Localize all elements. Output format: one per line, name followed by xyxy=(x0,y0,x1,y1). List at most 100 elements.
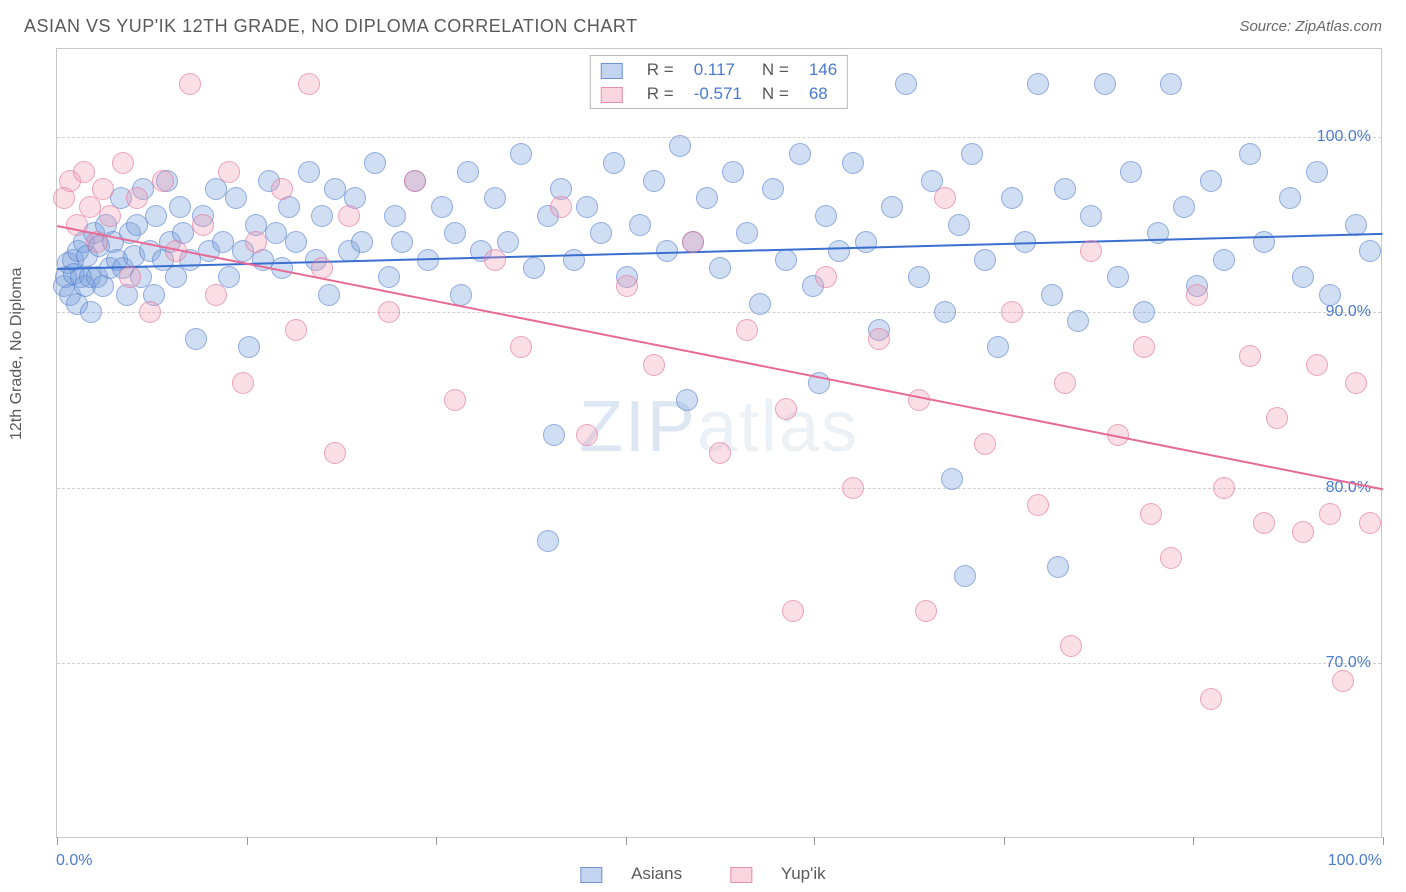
point-yupik xyxy=(245,231,267,253)
point-yupik xyxy=(1239,345,1261,367)
point-yupik xyxy=(1213,477,1235,499)
point-yupik xyxy=(298,73,320,95)
point-yupik xyxy=(1200,688,1222,710)
legend-series: Asians Yup'ik xyxy=(556,864,849,884)
point-asians xyxy=(934,301,956,323)
point-yupik xyxy=(378,301,400,323)
point-yupik xyxy=(1160,547,1182,569)
point-asians xyxy=(324,178,346,200)
point-yupik xyxy=(736,319,758,341)
legend-swatch xyxy=(601,87,623,103)
point-yupik xyxy=(1186,284,1208,306)
point-asians xyxy=(1173,196,1195,218)
point-asians xyxy=(431,196,453,218)
point-asians xyxy=(1200,170,1222,192)
point-yupik xyxy=(404,170,426,192)
point-asians xyxy=(484,187,506,209)
point-asians xyxy=(1213,249,1235,271)
point-yupik xyxy=(1292,521,1314,543)
point-yupik xyxy=(974,433,996,455)
point-yupik xyxy=(338,205,360,227)
legend-n-label: N = xyxy=(752,82,799,106)
legend-item: Asians xyxy=(568,864,694,883)
point-asians xyxy=(948,214,970,236)
point-asians xyxy=(238,336,260,358)
point-yupik xyxy=(112,152,134,174)
point-asians xyxy=(391,231,413,253)
point-asians xyxy=(1292,266,1314,288)
point-asians xyxy=(775,249,797,271)
point-asians xyxy=(1160,73,1182,95)
x-tick xyxy=(626,837,627,845)
point-asians xyxy=(1133,301,1155,323)
point-asians xyxy=(1054,178,1076,200)
point-asians xyxy=(696,187,718,209)
point-asians xyxy=(709,257,731,279)
point-asians xyxy=(961,143,983,165)
legend-swatch xyxy=(580,867,602,883)
x-tick xyxy=(1193,837,1194,845)
point-yupik xyxy=(1133,336,1155,358)
legend-r-value: 0.117 xyxy=(684,58,752,82)
point-asians xyxy=(378,266,400,288)
y-tick-label: 90.0% xyxy=(1326,303,1371,321)
legend-n-label: N = xyxy=(752,58,799,82)
point-asians xyxy=(1067,310,1089,332)
legend-stat-row: R =-0.571N =68 xyxy=(591,82,847,106)
source-label: Source: ZipAtlas.com xyxy=(1239,18,1382,35)
point-asians xyxy=(941,468,963,490)
gridline-h xyxy=(57,488,1381,489)
legend-label: Yup'ik xyxy=(781,864,826,883)
point-yupik xyxy=(192,214,214,236)
gridline-h xyxy=(57,312,1381,313)
point-asians xyxy=(1359,240,1381,262)
point-yupik xyxy=(1054,372,1076,394)
point-asians xyxy=(80,301,102,323)
legend-n-value: 146 xyxy=(799,58,847,82)
point-yupik xyxy=(1001,301,1023,323)
point-asians xyxy=(185,328,207,350)
point-asians xyxy=(908,266,930,288)
legend-r-label: R = xyxy=(637,58,684,82)
point-asians xyxy=(543,424,565,446)
point-yupik xyxy=(1345,372,1367,394)
point-yupik xyxy=(915,600,937,622)
point-yupik xyxy=(1319,503,1341,525)
point-yupik xyxy=(232,372,254,394)
point-asians xyxy=(1047,556,1069,578)
point-asians xyxy=(828,240,850,262)
point-asians xyxy=(285,231,307,253)
point-yupik xyxy=(576,424,598,446)
point-yupik xyxy=(1060,635,1082,657)
point-asians xyxy=(351,231,373,253)
point-asians xyxy=(1253,231,1275,253)
point-asians xyxy=(450,284,472,306)
point-yupik xyxy=(550,196,572,218)
point-asians xyxy=(537,530,559,552)
point-asians xyxy=(1080,205,1102,227)
point-yupik xyxy=(1266,407,1288,429)
point-yupik xyxy=(1140,503,1162,525)
point-asians xyxy=(881,196,903,218)
point-yupik xyxy=(815,266,837,288)
legend-swatch xyxy=(601,63,623,79)
point-yupik xyxy=(271,178,293,200)
x-tick-label-first: 0.0% xyxy=(56,852,92,870)
point-asians xyxy=(987,336,1009,358)
point-yupik xyxy=(92,178,114,200)
point-asians xyxy=(364,152,386,174)
x-tick xyxy=(1383,837,1384,845)
legend-n-value: 68 xyxy=(799,82,847,106)
point-yupik xyxy=(1253,512,1275,534)
point-yupik xyxy=(205,284,227,306)
point-asians xyxy=(444,222,466,244)
legend-stats-box: R =0.117N =146R =-0.571N =68 xyxy=(590,55,848,109)
point-asians xyxy=(603,152,625,174)
point-asians xyxy=(722,161,744,183)
point-yupik xyxy=(1080,240,1102,262)
point-asians xyxy=(749,293,771,315)
point-asians xyxy=(1107,266,1129,288)
point-asians xyxy=(145,205,167,227)
point-asians xyxy=(855,231,877,253)
point-yupik xyxy=(324,442,346,464)
